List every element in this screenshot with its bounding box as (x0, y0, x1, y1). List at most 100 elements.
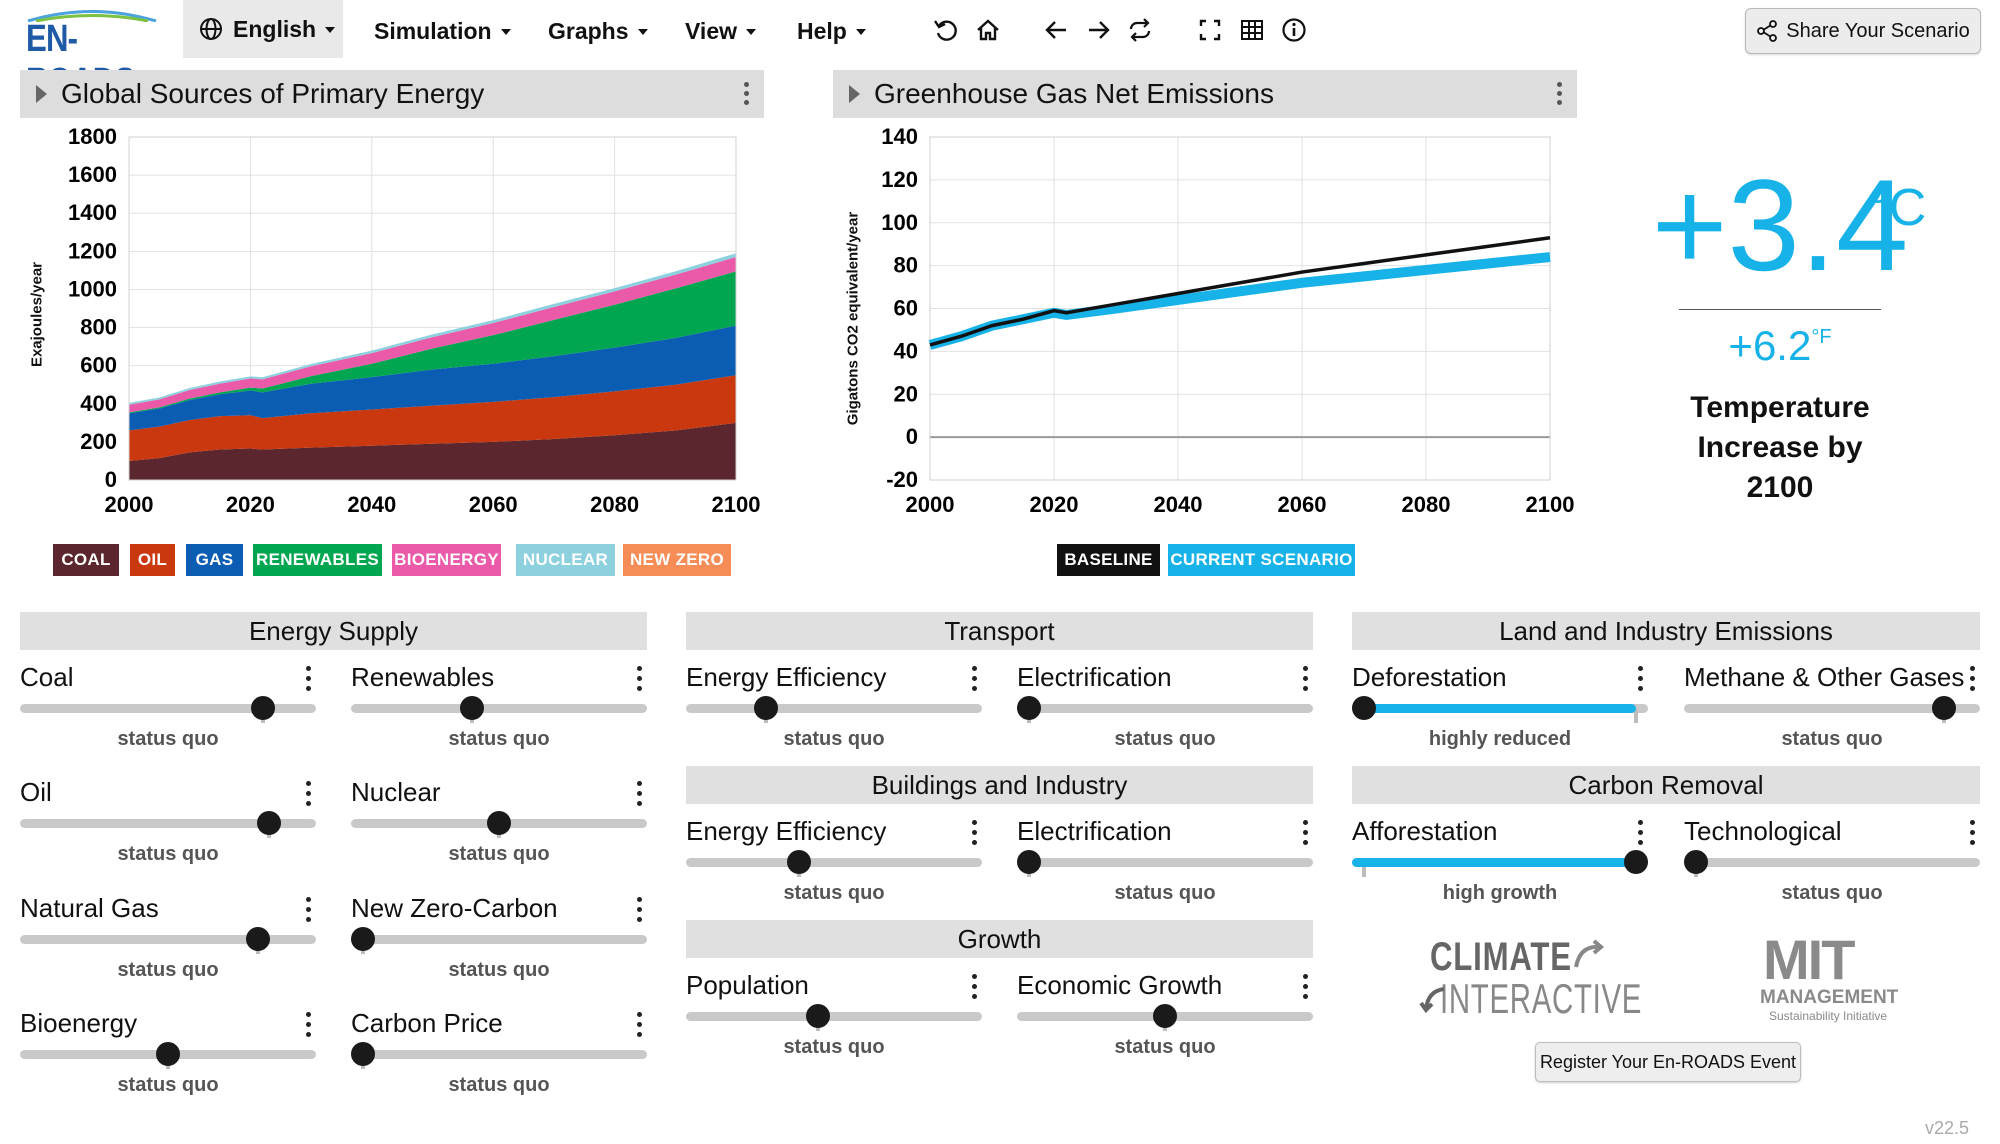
more-options-icon[interactable] (306, 897, 312, 923)
slider-knob[interactable] (256, 811, 281, 835)
legend-bioenergy[interactable]: BIOENERGY (392, 544, 501, 576)
slider-track[interactable] (686, 858, 982, 867)
slider-status: status quo (117, 843, 219, 865)
graph2-header[interactable]: Greenhouse Gas Net Emissions (833, 70, 1577, 118)
slider-track[interactable] (20, 704, 316, 713)
more-options-icon[interactable] (1557, 82, 1563, 108)
y-tick-label: 60 (894, 296, 918, 321)
repeat-icon[interactable] (1124, 14, 1156, 46)
en-roads-logo[interactable]: EN-ROADS (26, 8, 158, 103)
y-tick-label: 400 (80, 391, 117, 416)
more-options-icon[interactable] (637, 781, 643, 807)
graph2-title: Greenhouse Gas Net Emissions (874, 78, 1274, 109)
share-scenario-button[interactable]: Share Your Scenario (1745, 8, 1981, 54)
legend-current-scenario[interactable]: CURRENT SCENARIO (1168, 544, 1355, 576)
version-label: v22.5 (1925, 1118, 1970, 1138)
slider-knob[interactable] (245, 927, 270, 951)
slider-knob[interactable] (754, 696, 778, 720)
forward-icon[interactable] (1082, 14, 1114, 46)
slider-track[interactable] (351, 935, 647, 944)
more-options-icon[interactable] (1303, 974, 1309, 1000)
slider-knob[interactable] (351, 1042, 375, 1066)
language-label: English (233, 15, 317, 42)
more-options-icon[interactable] (972, 820, 978, 846)
back-icon[interactable] (1041, 14, 1073, 46)
slider-label: Deforestation (1352, 662, 1507, 692)
slider-track[interactable] (1684, 858, 1980, 867)
slider-track[interactable] (351, 1050, 647, 1059)
legend-new-zero[interactable]: NEW ZERO (623, 544, 731, 576)
slider-label: Population (686, 970, 809, 1000)
slider-knob[interactable] (805, 1004, 830, 1028)
collapse-triangle-icon[interactable] (36, 85, 47, 103)
more-options-icon[interactable] (1970, 820, 1976, 846)
slider-knob[interactable] (1153, 1004, 1177, 1028)
climate-interactive-logo[interactable]: CLIMATE INTERACTIVE (1419, 935, 1641, 1025)
slider-knob[interactable] (1017, 850, 1041, 874)
slider-track[interactable] (1017, 858, 1313, 867)
info-icon[interactable] (1278, 14, 1310, 46)
chevron-down-icon (637, 29, 648, 35)
legend-baseline[interactable]: BASELINE (1057, 544, 1160, 576)
slider-track[interactable] (686, 1012, 982, 1021)
slider-knob[interactable] (487, 811, 511, 835)
more-options-icon[interactable] (1638, 666, 1644, 692)
legend-oil[interactable]: OIL (130, 544, 175, 576)
x-tick-label: 2080 (1402, 492, 1451, 517)
chevron-down-icon (325, 27, 336, 33)
register-event-button[interactable]: Register Your En-ROADS Event (1535, 1042, 1801, 1082)
slider-knob[interactable] (156, 1042, 180, 1066)
more-options-icon[interactable] (306, 1012, 312, 1038)
slider-track[interactable] (20, 935, 316, 944)
slider-track[interactable] (1017, 704, 1313, 713)
slider-status: highly reduced (1428, 728, 1572, 750)
slider-track[interactable] (20, 819, 316, 828)
slider-track[interactable] (686, 704, 982, 713)
more-options-icon[interactable] (637, 666, 643, 692)
slider-track[interactable] (351, 704, 647, 713)
menu-help[interactable]: Help (797, 14, 866, 48)
slider-knob[interactable] (351, 927, 375, 951)
graph1-header[interactable]: Global Sources of Primary Energy (20, 70, 764, 118)
more-options-icon[interactable] (1303, 820, 1309, 846)
collapse-triangle-icon[interactable] (849, 85, 860, 103)
more-options-icon[interactable] (306, 666, 312, 692)
slider-status: status quo (448, 843, 550, 865)
language-menu[interactable]: English (183, 0, 343, 58)
home-icon[interactable] (972, 14, 1004, 46)
slider-knob[interactable] (459, 696, 484, 720)
more-options-icon[interactable] (306, 781, 312, 807)
undo-icon[interactable] (930, 14, 962, 46)
menu-simulation[interactable]: Simulation (374, 14, 511, 48)
legend-nuclear[interactable]: NUCLEAR (516, 544, 615, 576)
slider-knob[interactable] (786, 850, 811, 874)
slider-knob[interactable] (1931, 696, 1956, 720)
more-options-icon[interactable] (972, 666, 978, 692)
share-label: Share Your Scenario (1786, 19, 1970, 42)
slider-knob[interactable] (1624, 850, 1648, 874)
more-options-icon[interactable] (1638, 820, 1644, 846)
more-options-icon[interactable] (637, 897, 643, 923)
more-options-icon[interactable] (1303, 666, 1309, 692)
table-icon[interactable] (1236, 14, 1268, 46)
y-tick-label: 800 (80, 315, 117, 340)
legend-gas[interactable]: GAS (186, 544, 243, 576)
legend-coal[interactable]: COAL (53, 544, 119, 576)
slider-knob[interactable] (1017, 696, 1041, 720)
slider-label: Renewables (351, 662, 495, 692)
more-options-icon[interactable] (972, 974, 978, 1000)
slider-track[interactable] (1684, 704, 1980, 713)
slider-knob[interactable] (251, 696, 276, 720)
fullscreen-icon[interactable] (1194, 14, 1226, 46)
mit-management-logo[interactable]: MIT MANAGEMENT Sustainability Initiative (1755, 928, 1955, 1025)
more-options-icon[interactable] (744, 82, 750, 108)
slider-knob[interactable] (1352, 696, 1376, 720)
menu-graphs[interactable]: Graphs (548, 14, 648, 48)
legend-renewables[interactable]: RENEWABLES (253, 544, 382, 576)
plot-frame (929, 136, 1551, 481)
temperature-label-line3: 2100 (1746, 471, 1814, 504)
slider-knob[interactable] (1684, 850, 1708, 874)
more-options-icon[interactable] (637, 1012, 643, 1038)
menu-view[interactable]: View (685, 14, 756, 48)
more-options-icon[interactable] (1970, 666, 1976, 692)
